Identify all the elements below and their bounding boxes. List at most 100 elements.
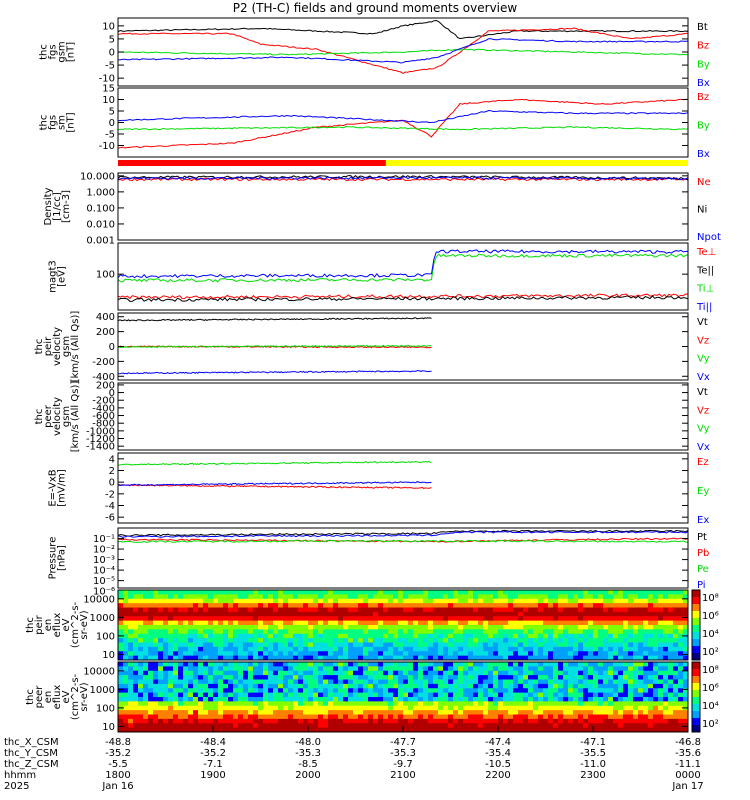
spectrogram-cell bbox=[148, 590, 154, 595]
spectrogram-cell bbox=[128, 655, 134, 661]
colorbar-tick-label: 10² bbox=[702, 719, 719, 730]
spectrogram-cell bbox=[328, 607, 334, 613]
spectrogram-cell bbox=[543, 611, 549, 617]
spectrogram-cell bbox=[548, 594, 554, 600]
spectrogram-cell bbox=[543, 603, 549, 608]
spectrogram-cell bbox=[633, 633, 639, 639]
spectrogram-cell bbox=[618, 642, 624, 648]
spectrogram-cell bbox=[363, 629, 369, 635]
spectrogram-cell bbox=[263, 688, 269, 694]
spectrogram-cell bbox=[588, 679, 594, 685]
spectrogram-cell bbox=[518, 697, 524, 702]
spectrogram-cell bbox=[118, 625, 124, 630]
spectrogram-cell bbox=[313, 718, 319, 724]
spectrogram-cell bbox=[383, 655, 389, 661]
spectrogram-cell bbox=[478, 714, 484, 720]
spectrogram-cell bbox=[463, 638, 469, 643]
spectrogram-cell bbox=[478, 629, 484, 635]
spectrogram-cell bbox=[348, 638, 354, 643]
spectrogram-cell bbox=[528, 633, 534, 639]
spectrogram-cell bbox=[548, 710, 554, 715]
spectrogram-cell bbox=[608, 688, 614, 694]
spectrogram-cell bbox=[478, 603, 484, 608]
spectrogram-cell bbox=[558, 629, 564, 635]
spectrogram-cell bbox=[403, 594, 409, 600]
spectrogram-cell bbox=[288, 611, 294, 617]
spectrogram-cell bbox=[253, 633, 259, 639]
y-tick-label: 5 bbox=[109, 107, 115, 118]
spectrogram-cell bbox=[118, 683, 124, 689]
spectrogram-cell bbox=[538, 714, 544, 720]
spectrogram-cell bbox=[308, 607, 314, 613]
spectrogram-cell bbox=[508, 688, 514, 694]
spectrogram-cell bbox=[453, 607, 459, 613]
spectrogram-cell bbox=[313, 646, 319, 652]
spectrogram-cell bbox=[253, 683, 259, 689]
spectrogram-cell bbox=[603, 718, 609, 724]
series-line-By bbox=[117, 48, 689, 56]
spectrogram-cell bbox=[228, 714, 234, 720]
spectrogram-cell bbox=[183, 701, 189, 707]
spectrogram-cell bbox=[213, 633, 219, 639]
spectrogram-cell bbox=[413, 633, 419, 639]
spectrogram-cell bbox=[153, 705, 159, 711]
spectrogram-cell bbox=[118, 646, 124, 652]
spectrogram-cell bbox=[638, 718, 644, 724]
spectrogram-cell bbox=[438, 655, 444, 661]
spectrogram-cell bbox=[153, 607, 159, 613]
spectrogram-cell bbox=[293, 651, 299, 657]
spectrogram-cell bbox=[478, 701, 484, 707]
spectrogram-cell bbox=[208, 603, 214, 608]
spectrogram-cell bbox=[613, 666, 619, 672]
y-axis-label: [nPa] bbox=[57, 545, 68, 571]
spectrogram-cell bbox=[433, 683, 439, 689]
spectrogram-cell bbox=[608, 662, 614, 667]
spectrogram-cell bbox=[453, 629, 459, 635]
spectrogram-cell bbox=[308, 629, 314, 635]
spectrogram-cell bbox=[178, 611, 184, 617]
colorbar-cell bbox=[692, 700, 700, 703]
spectrogram-cell bbox=[223, 714, 229, 720]
spectrogram-cell bbox=[628, 638, 634, 643]
spectrogram-cell bbox=[363, 710, 369, 715]
spectrogram-cell bbox=[523, 616, 529, 622]
spectrogram-cell bbox=[253, 705, 259, 711]
spectrogram-cell bbox=[603, 642, 609, 648]
colorbar-tick-label: 10⁴ bbox=[702, 629, 719, 640]
spectrogram-cell bbox=[508, 683, 514, 689]
spectrogram-cell bbox=[683, 655, 689, 661]
colorbar-cell bbox=[692, 721, 700, 724]
spectrogram-cell bbox=[673, 710, 679, 715]
spectrogram-cell bbox=[148, 697, 154, 702]
spectrogram-cell bbox=[253, 629, 259, 635]
spectrogram-cell bbox=[628, 616, 634, 622]
spectrogram-cell bbox=[643, 616, 649, 622]
spectrogram-cell bbox=[443, 629, 449, 635]
spectrogram-cell bbox=[548, 688, 554, 694]
spectrogram-cell bbox=[623, 616, 629, 622]
spectrogram-cell bbox=[563, 723, 569, 729]
spectrogram-cell bbox=[248, 616, 254, 622]
spectrogram-cell bbox=[333, 616, 339, 622]
spectrogram-cell bbox=[218, 625, 224, 630]
spectrogram-cell bbox=[643, 679, 649, 685]
spectrogram-cell bbox=[228, 670, 234, 676]
colorbar-cell bbox=[692, 674, 700, 677]
spectrogram-cell bbox=[613, 727, 619, 733]
spectrogram-cell bbox=[528, 666, 534, 672]
spectrogram-cell bbox=[178, 727, 184, 733]
spectrogram-cell bbox=[268, 603, 274, 608]
spectrogram-cell bbox=[583, 611, 589, 617]
spectrogram-cell bbox=[578, 633, 584, 639]
spectrogram-cell bbox=[673, 718, 679, 724]
spectrogram-cell bbox=[388, 594, 394, 600]
spectrogram-cell bbox=[263, 603, 269, 608]
spectrogram-cell bbox=[673, 611, 679, 617]
spectrogram-cell bbox=[323, 697, 329, 702]
spectrogram-cell bbox=[288, 688, 294, 694]
spectrogram-cell bbox=[138, 655, 144, 661]
spectrogram-cell bbox=[588, 638, 594, 643]
spectrogram-cell bbox=[298, 701, 304, 707]
spectrogram-cell bbox=[413, 710, 419, 715]
spectrogram-cell bbox=[208, 710, 214, 715]
